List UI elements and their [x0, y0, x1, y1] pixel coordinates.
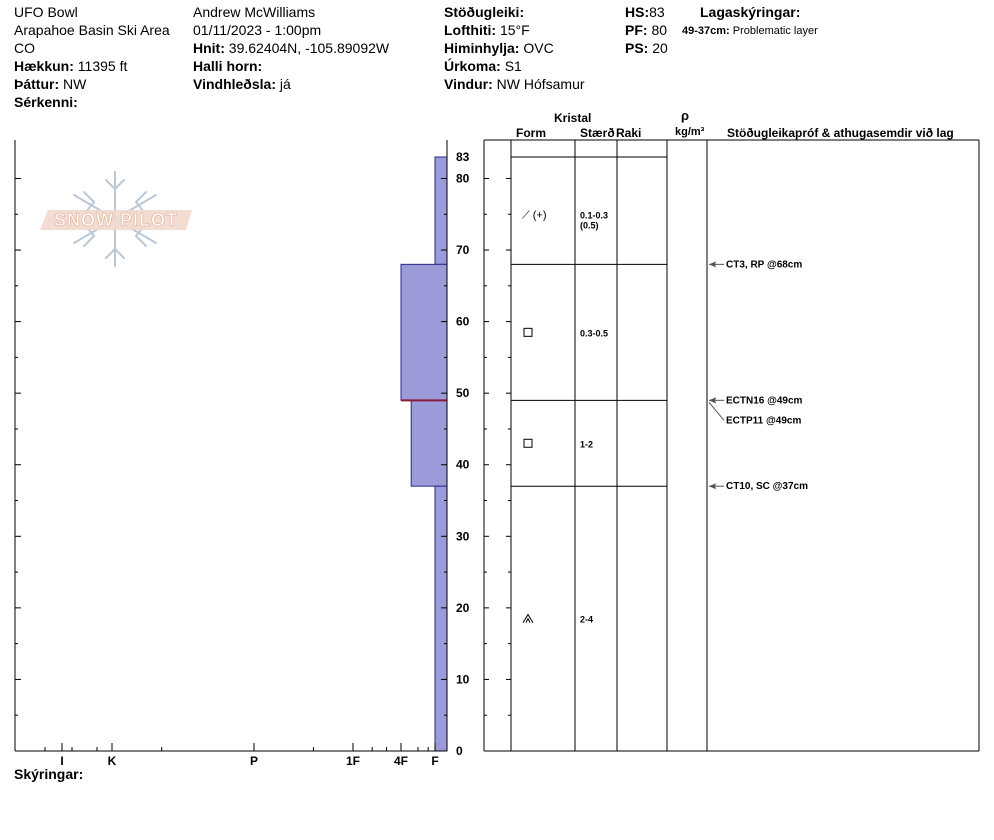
ps-label: PS: [625, 40, 649, 56]
layer-note-text: Problematic layer [732, 25, 818, 37]
layer-rows: ⟋ (+) 0.1-0.3(0.5) 0.3-0.5 1-2 2-4 [522, 209, 608, 624]
layer-notes-title: Lagaskýringar: [700, 4, 801, 20]
size-header: Stærð [580, 126, 615, 140]
layer-size-secondary: (0.5) [580, 220, 599, 230]
state-name: CO [14, 40, 35, 56]
observer-name: Andrew McWilliams [193, 4, 316, 20]
hardness-bar [434, 485, 448, 752]
tests-header: Stöðugleikapróf & athugasemdir við lag [727, 126, 954, 140]
hardness-tick-label: 1F [346, 754, 360, 768]
form-header: Form [516, 126, 546, 140]
windload-field: Vindhleðsla: já [193, 76, 291, 92]
test-arrow-icon [709, 261, 716, 268]
area-name: Arapahoe Basin Ski Area [14, 22, 170, 38]
test-leader-line [708, 402, 725, 421]
crystal-table-grid [483, 139, 980, 752]
ps-value: 20 [652, 40, 668, 56]
height-top-label: 83 [456, 150, 470, 164]
hardness-bars [400, 156, 448, 752]
aspect-value: NW [63, 76, 87, 92]
layer-size: 0.3-0.5 [580, 328, 608, 338]
layer-note-range: 49-37cm: [682, 25, 730, 37]
airtemp-value: 15°F [499, 22, 530, 38]
precip-label: Úrkoma: [444, 58, 501, 74]
crystal-header: Kristal [554, 111, 592, 125]
wind-label: Vindur: [444, 76, 493, 92]
layer-size: 2-4 [580, 615, 593, 625]
layer-size: 1-2 [580, 439, 593, 449]
height-tick-label: 80 [456, 171, 470, 185]
height-tick-label: 50 [456, 386, 470, 400]
pf-label: PF: [625, 22, 648, 38]
windload-label: Vindhleðsla: [193, 76, 276, 92]
height-tick-label: 70 [456, 243, 470, 257]
comments-label: Skýringar: [14, 766, 84, 782]
hs-field: HS:83 [625, 4, 665, 20]
hardness-bar [434, 156, 448, 265]
coords-field: Hnit: 39.62404N, -105.89092W [193, 40, 389, 56]
hardness-bar [400, 263, 448, 401]
wind-value: NW Hófsamur [496, 76, 585, 92]
height-tick-label: 20 [456, 601, 470, 615]
coords-label: Hnit: [193, 40, 225, 56]
pf-field: PF: 80 [625, 22, 667, 38]
test-arrow-icon [709, 397, 716, 404]
hardness-tick-label: F [431, 754, 438, 768]
test-arrow-icon [709, 483, 716, 490]
wind-field: Vindur: NW Hófsamur [444, 76, 585, 92]
hs-label: HS: [625, 4, 650, 20]
airtemp-field: Lofthiti: 15°F [444, 22, 530, 38]
hardness-tick-label: 4F [394, 754, 408, 768]
rho-header: ρ [681, 108, 690, 123]
coords-value: 39.62404N, -105.89092W [228, 40, 390, 56]
stability-tests: CT3, RP @68cm ECTN16 @49cm ECTP11 @49cm CT1… [708, 259, 808, 492]
ps-field: PS: 20 [625, 40, 668, 56]
sky-label: Himinhylja: [444, 40, 520, 56]
height-tick-label: 60 [456, 315, 470, 329]
elevation-label: Hækkun: [14, 58, 74, 74]
windload-value: já [279, 76, 291, 92]
observation-datetime: 01/11/2023 - 1:00pm [193, 22, 322, 38]
height-tick-label: 0 [456, 744, 463, 758]
hardness-bar [410, 399, 448, 487]
hardness-axis: I K P 1F 4F F [44, 743, 439, 768]
stability-label: Stöðugleiki: [444, 4, 525, 20]
airtemp-label: Lofthiti: [444, 22, 497, 38]
layer-size: 0.1-0.3 [580, 210, 608, 220]
hardness-tick-label: P [250, 754, 258, 768]
density-unit-header: kg/m³ [675, 126, 705, 138]
stability-test-label: ECTN16 @49cm [726, 395, 803, 406]
elevation-value: 11395 ft [77, 58, 128, 74]
faceted-crystal-icon [523, 327, 533, 337]
aspect-label: Þáttur: [14, 76, 60, 92]
hs-value: 83 [649, 4, 665, 20]
hardness-tick-label: K [108, 754, 117, 768]
hardness-tick-label: I [60, 754, 63, 768]
moisture-header: Raki [616, 126, 642, 140]
sky-field: Himinhylja: OVC [444, 40, 554, 56]
height-tick-label: 30 [456, 529, 470, 543]
precip-particle-icon: ⟋ (+) [522, 209, 547, 221]
layer-note: 49-37cm: Problematic layer [682, 23, 818, 39]
stability-test-label: CT10, SC @37cm [726, 481, 808, 492]
features-label: Sérkenni: [14, 94, 78, 110]
table-height-ticks [484, 177, 511, 716]
height-tick-label: 10 [456, 672, 470, 686]
location-name: UFO Bowl [14, 4, 78, 20]
faceted-crystal-icon [523, 438, 533, 448]
layer-boundary-lines [511, 156, 667, 487]
precip-field: Úrkoma: S1 [444, 58, 522, 74]
height-axis: 0 10 20 30 40 50 60 70 80 83 [15, 150, 470, 758]
aspect-field: Þáttur: NW [14, 76, 86, 92]
sky-value: OVC [523, 40, 554, 56]
depth-hoar-icon [522, 613, 534, 623]
slope-label: Halli horn: [193, 58, 263, 74]
stability-test-label: ECTP11 @49cm [726, 415, 801, 426]
precip-value: S1 [504, 58, 522, 74]
height-tick-label: 40 [456, 458, 470, 472]
elevation-field: Hækkun: 11395 ft [14, 58, 127, 74]
pf-value: 80 [651, 22, 668, 38]
stability-test-label: CT3, RP @68cm [726, 259, 802, 270]
